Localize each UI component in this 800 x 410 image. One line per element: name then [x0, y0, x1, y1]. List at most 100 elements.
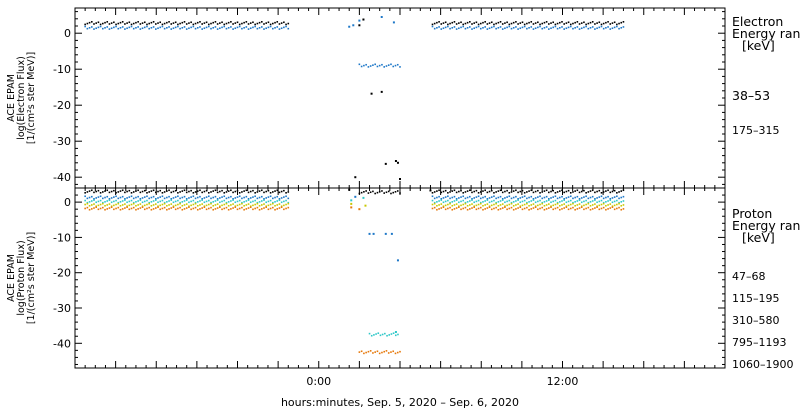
data-point: [132, 206, 135, 209]
data-point: [223, 23, 226, 26]
data-point: [157, 205, 159, 208]
data-point: [232, 199, 234, 201]
data-point: [352, 24, 355, 27]
data-point: [236, 204, 239, 207]
data-point: [350, 202, 353, 205]
data-point: [563, 28, 565, 30]
electron-y-axis-label-line: [1/(cm²s ster MeV)]: [26, 52, 37, 144]
data-point: [548, 199, 550, 201]
data-point: [442, 22, 445, 24]
data-point: [504, 27, 506, 30]
data-point: [482, 196, 484, 199]
data-point: [477, 23, 480, 26]
data-point: [569, 25, 572, 28]
data-point: [504, 197, 506, 199]
data-point: [479, 202, 482, 205]
data-point: [510, 197, 513, 200]
data-point: [166, 204, 168, 207]
data-point: [475, 208, 478, 211]
data-point: [166, 21, 168, 24]
data-point: [113, 196, 115, 198]
data-point: [618, 197, 620, 200]
data-point: [589, 27, 592, 29]
data-point: [181, 21, 184, 24]
data-point: [256, 27, 259, 30]
data-point: [192, 203, 195, 206]
data-point: [124, 198, 126, 200]
data-point: [135, 201, 137, 203]
data-point: [392, 21, 395, 24]
data-point: [558, 21, 561, 24]
data-point: [234, 27, 237, 30]
electron-y-axis-label-line: log(Electron Flux): [16, 56, 27, 140]
data-point: [488, 206, 491, 208]
data-point: [166, 196, 168, 199]
data-point: [227, 196, 230, 199]
data-point: [247, 28, 250, 30]
data-point: [104, 208, 106, 211]
data-point: [576, 200, 579, 202]
data-point: [572, 191, 574, 193]
data-point: [358, 351, 361, 353]
data-point: [108, 191, 111, 194]
data-point: [269, 23, 272, 26]
data-point: [269, 25, 272, 28]
data-point: [473, 22, 475, 24]
data-point: [469, 208, 471, 210]
proton-y-axis-label-line: [1/(cm²s ster MeV)]: [26, 232, 37, 324]
data-point: [172, 205, 175, 208]
data-point: [376, 350, 379, 353]
data-point: [567, 196, 570, 198]
data-point: [482, 201, 484, 203]
data-point: [132, 197, 135, 200]
data-point: [493, 25, 495, 28]
data-point: [139, 199, 142, 201]
data-point: [519, 22, 522, 24]
data-point: [534, 206, 537, 208]
data-point: [283, 189, 285, 192]
data-point: [245, 26, 248, 28]
data-point: [177, 25, 179, 28]
data-point: [521, 189, 524, 192]
data-point: [278, 203, 281, 205]
data-point: [285, 23, 287, 26]
data-point: [471, 199, 473, 201]
data-point: [265, 201, 268, 204]
data-point: [567, 208, 570, 211]
data-point: [609, 203, 612, 205]
data-point: [556, 201, 559, 204]
data-point: [196, 201, 199, 203]
x-tick-label: 0:00: [306, 375, 331, 388]
data-point: [515, 26, 517, 28]
data-point: [245, 208, 248, 210]
data-point: [442, 205, 445, 208]
data-point: [278, 207, 281, 209]
data-point: [609, 199, 612, 201]
data-point: [99, 25, 102, 28]
data-point: [556, 197, 559, 200]
electron-legend-title-line: Energy ran: [732, 26, 800, 41]
data-point: [517, 203, 519, 205]
data-point: [192, 25, 195, 28]
data-point: [254, 192, 256, 194]
data-point: [256, 206, 259, 209]
data-point: [161, 199, 164, 202]
data-point: [506, 200, 508, 203]
data-point: [258, 204, 261, 207]
data-point: [166, 208, 168, 211]
data-point: [587, 206, 590, 209]
data-point: [539, 199, 541, 202]
data-point: [119, 21, 122, 24]
data-point: [135, 27, 137, 29]
data-point: [561, 204, 563, 206]
data-point: [102, 27, 104, 30]
data-point: [567, 26, 570, 29]
data-point: [598, 208, 601, 211]
data-point: [583, 200, 585, 203]
data-point: [219, 27, 221, 30]
data-point: [214, 21, 217, 23]
data-point: [616, 203, 618, 206]
data-point: [449, 191, 451, 193]
data-point: [106, 26, 109, 28]
data-point: [207, 199, 210, 202]
